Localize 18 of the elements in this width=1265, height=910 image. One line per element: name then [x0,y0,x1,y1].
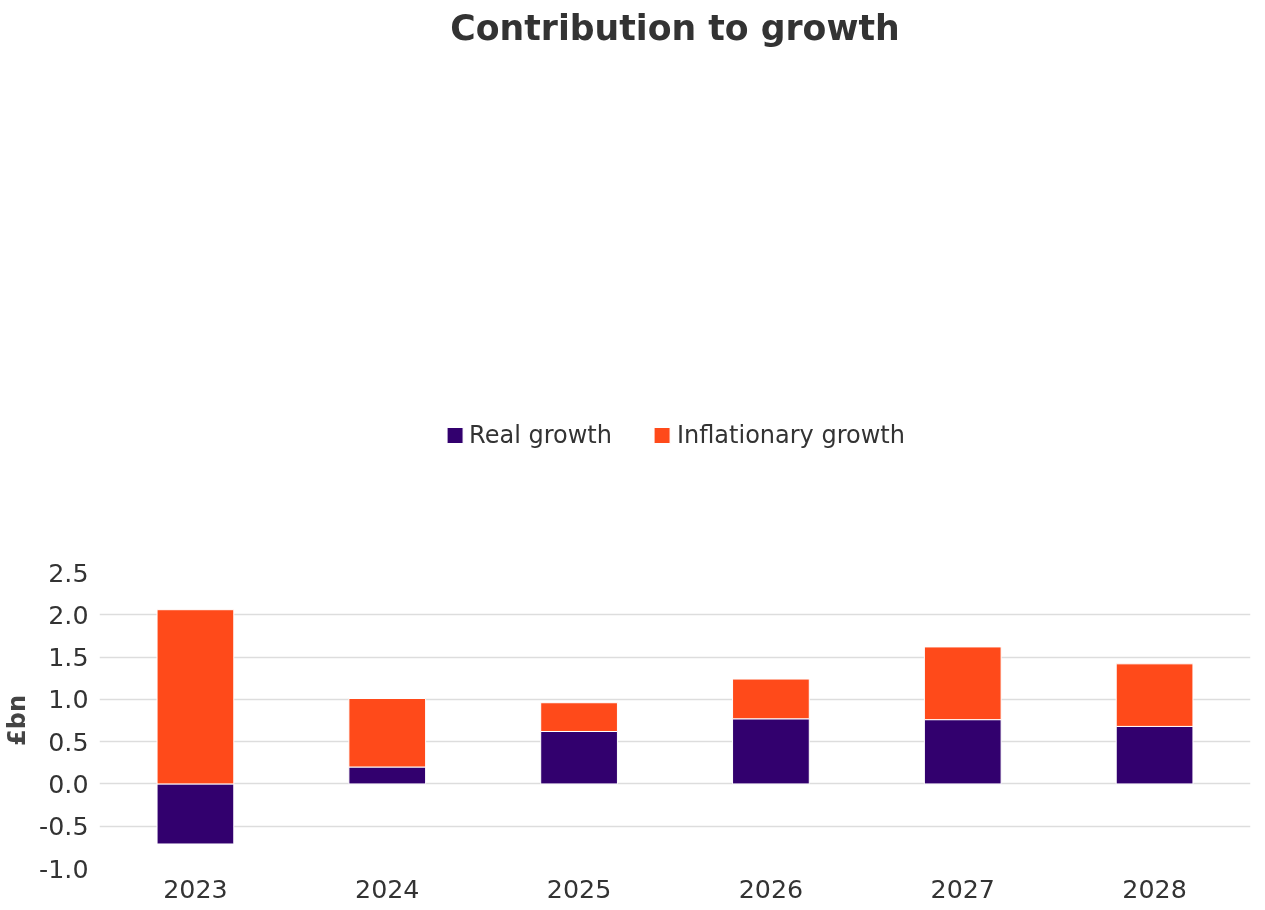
legend-label: Real growth [469,421,612,449]
y-tick-label: 0.0 [48,768,89,799]
x-tick-label: 2027 [930,873,995,904]
y-tick-label: 1.0 [48,684,89,715]
y-tick-label: 2.5 [48,557,89,588]
y-tick-label: -1.0 [39,853,89,884]
y-tick-label: 0.5 [48,726,89,757]
chart-title: Contribution to growth [450,7,900,48]
y-axis-title: £bn [3,695,32,746]
x-tick-label: 2025 [546,873,612,904]
y-tick-label: 1.5 [48,642,89,673]
x-tick-label: 2023 [163,873,228,904]
x-tick-label: 2028 [1122,873,1187,904]
y-tick-label: 2.0 [48,599,89,630]
x-tick-label: 2026 [738,873,804,904]
legend-label: Inflationary growth [676,421,905,449]
x-tick-label: 2024 [355,873,420,904]
y-tick-label: -0.5 [39,811,89,842]
